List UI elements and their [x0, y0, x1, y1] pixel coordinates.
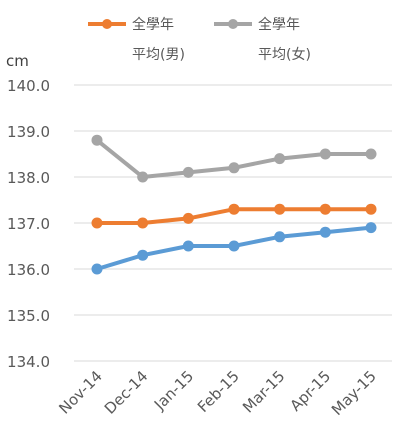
series-1-point-3: [228, 162, 240, 174]
series-2-point-0: [91, 263, 103, 275]
series-2-point-1: [137, 249, 149, 261]
legend-item-boys: 全學年 平均(男): [88, 16, 185, 63]
x-tick-label-mar-15: Mar-15: [239, 367, 288, 416]
y-tick-label-2: 136.0: [7, 261, 50, 279]
legend-item-girls: 全學年 平均(女): [214, 16, 311, 63]
series-2-point-4: [274, 231, 286, 243]
series-1: [91, 134, 377, 183]
y-tick-label-4: 138.0: [7, 169, 50, 187]
legend-label-girls-line1: 全學年: [258, 16, 300, 33]
y-tick-label-1: 135.0: [7, 307, 50, 325]
series-0: [91, 203, 377, 229]
legend-marker-girls: [228, 19, 238, 29]
series-2-point-2: [182, 240, 194, 252]
series-1-point-0: [91, 134, 103, 146]
y-tick-label-5: 139.0: [7, 123, 50, 141]
series-1-point-5: [319, 148, 331, 160]
series-1-point-1: [137, 171, 149, 183]
series-2-point-6: [365, 222, 377, 234]
series-0-point-2: [182, 212, 194, 224]
x-tick-label-feb-15: Feb-15: [194, 367, 243, 416]
x-tick-label-may-15: May-15: [328, 367, 380, 419]
legend-label-boys-line1: 全學年: [132, 16, 174, 33]
series-0-point-1: [137, 217, 149, 229]
legend: 全學年 平均(男) 全學年 平均(女): [88, 16, 311, 63]
x-tick-label-dec-14: Dec-14: [101, 367, 152, 418]
series-layer: [91, 134, 377, 275]
series-1-point-4: [274, 153, 286, 165]
series-0-point-4: [274, 203, 286, 215]
y-axis-unit-label: cm: [6, 52, 29, 70]
series-2: [91, 222, 377, 275]
series-0-point-6: [365, 203, 377, 215]
y-axis-tick-labels: 134.0 135.0 136.0 137.0 138.0 139.0 140.0: [7, 77, 50, 371]
x-tick-label-apr-15: Apr-15: [286, 367, 334, 415]
series-0-point-3: [228, 203, 240, 215]
legend-label-boys-line2: 平均(男): [132, 47, 185, 63]
series-1-point-6: [365, 148, 377, 160]
y-tick-label-6: 140.0: [7, 77, 50, 95]
series-2-point-5: [319, 226, 331, 238]
legend-label-girls-line2: 平均(女): [258, 46, 311, 63]
legend-marker-boys: [102, 19, 112, 29]
y-tick-label-3: 137.0: [7, 215, 50, 233]
series-0-point-0: [91, 217, 103, 229]
series-0-point-5: [319, 203, 331, 215]
x-tick-label-jan-15: Jan-15: [150, 367, 197, 414]
y-tick-label-0: 134.0: [7, 353, 50, 371]
series-2-point-3: [228, 240, 240, 252]
series-1-point-2: [182, 166, 194, 178]
x-tick-label-nov-14: Nov-14: [55, 367, 105, 417]
